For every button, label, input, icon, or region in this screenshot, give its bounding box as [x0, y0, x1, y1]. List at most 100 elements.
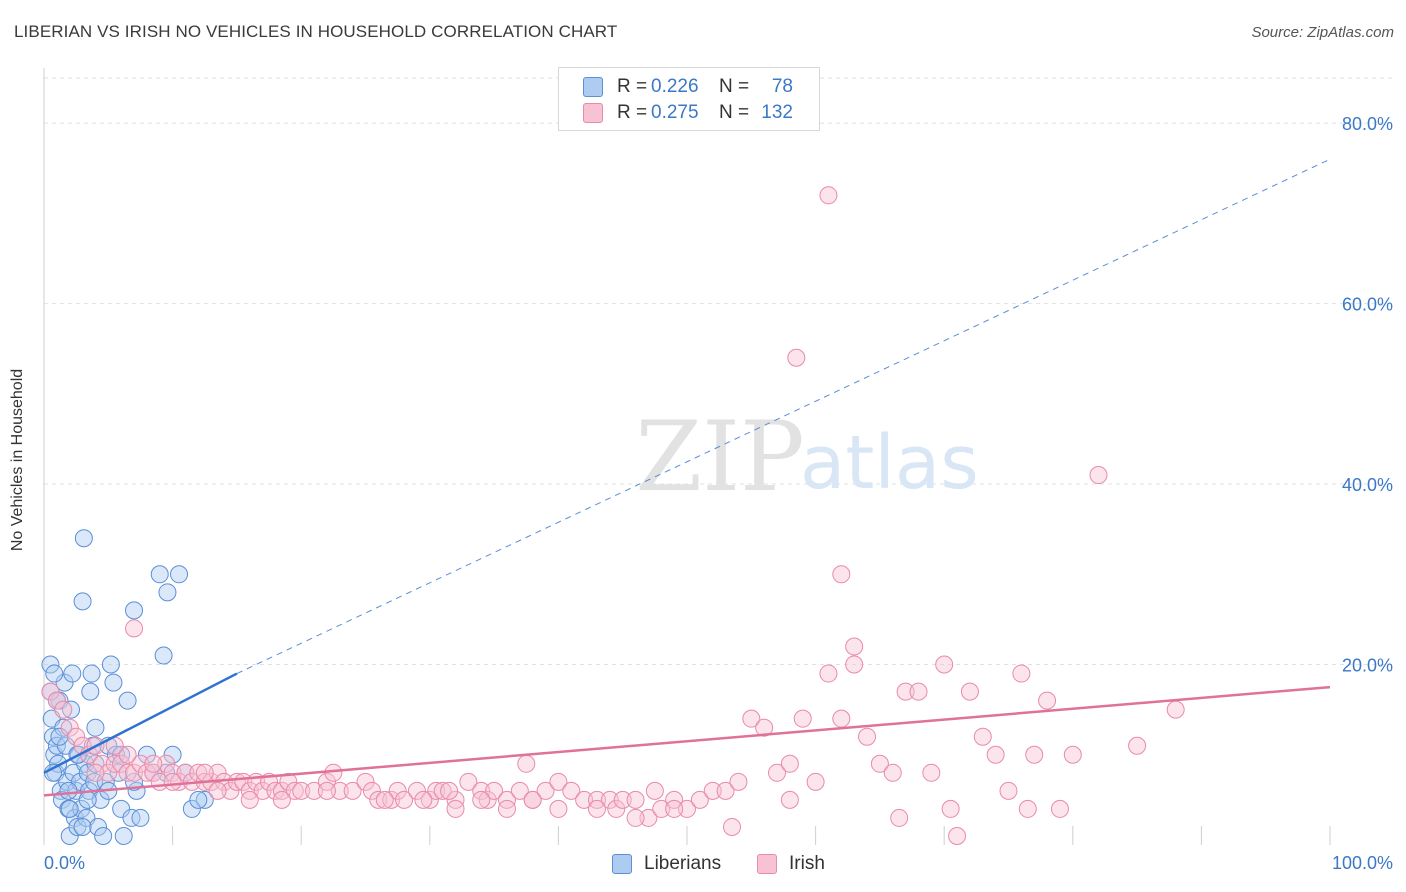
irish-point: [144, 763, 163, 782]
irish-point: [163, 763, 182, 782]
irish-point: [272, 781, 291, 800]
irish-point: [395, 790, 414, 809]
liberians-point: [122, 808, 141, 827]
irish-point: [67, 727, 86, 746]
irish-point: [626, 808, 645, 827]
liberians-point: [154, 646, 173, 665]
irish-point: [118, 763, 137, 782]
liberians-trend-line: [43, 672, 238, 774]
irish-point: [317, 772, 336, 791]
irish-point: [388, 781, 407, 800]
irish-point: [105, 754, 124, 773]
liberians-point: [41, 655, 60, 674]
legend-row-liberians: R = 0.226 N = 78: [583, 74, 793, 100]
irish-point: [305, 781, 324, 800]
irish-point: [832, 709, 851, 728]
liberians-point: [86, 754, 105, 773]
liberians-point: [94, 826, 113, 845]
liberians-point: [131, 808, 150, 827]
irish-point: [716, 781, 735, 800]
liberians-points: [41, 529, 214, 845]
liberians-point: [158, 583, 177, 602]
legend-r-value: 0.226: [651, 76, 699, 97]
irish-point: [266, 781, 285, 800]
irish-point: [1025, 745, 1044, 764]
irish-point: [125, 763, 144, 782]
irish-swatch: [583, 103, 603, 123]
irish-point: [472, 790, 491, 809]
irish-point: [375, 790, 394, 809]
irish-point: [742, 709, 761, 728]
irish-point: [549, 799, 568, 818]
irish-point: [131, 754, 150, 773]
legend-n-value: 132: [761, 102, 793, 123]
irish-point: [382, 790, 401, 809]
liberians-point: [63, 664, 82, 683]
irish-point: [343, 781, 362, 800]
irish-point: [285, 781, 304, 800]
irish-point: [1089, 466, 1108, 485]
irish-point: [768, 763, 787, 782]
irish-point: [279, 772, 298, 791]
irish-point: [144, 754, 163, 773]
irish-point: [157, 754, 176, 773]
irish-point: [999, 781, 1018, 800]
y-tick-label: 60.0%: [1342, 295, 1393, 315]
irish-point: [472, 781, 491, 800]
irish-point: [639, 808, 658, 827]
liberians-swatch: [612, 854, 632, 874]
liberians-label: Liberians: [644, 853, 722, 874]
irish-point: [986, 745, 1005, 764]
irish-point: [845, 655, 864, 674]
irish-point: [793, 709, 812, 728]
liberians-point: [78, 790, 97, 809]
irish-point: [510, 781, 529, 800]
irish-point: [1050, 799, 1069, 818]
liberians-point: [86, 718, 105, 737]
irish-point: [54, 700, 73, 719]
liberians-point: [60, 826, 79, 845]
liberians-point: [182, 799, 201, 818]
irish-point: [1063, 745, 1082, 764]
irish-point: [536, 781, 555, 800]
liberians-point: [157, 763, 176, 782]
irish-point: [935, 655, 954, 674]
irish-point: [973, 727, 992, 746]
irish-point: [240, 781, 259, 800]
irish-point: [806, 772, 825, 791]
irish-point: [60, 718, 79, 737]
irish-point: [112, 754, 131, 773]
liberians-point: [78, 763, 97, 782]
liberians-point: [68, 817, 87, 836]
irish-point: [92, 754, 111, 773]
irish-point: [497, 799, 516, 818]
liberians-point: [89, 817, 108, 836]
liberians-point: [82, 664, 101, 683]
irish-point: [626, 790, 645, 809]
irish-point: [890, 808, 909, 827]
irish-point: [960, 682, 979, 701]
liberians-point: [55, 673, 74, 692]
irish-point: [755, 718, 774, 737]
irish-point: [645, 781, 664, 800]
irish-point: [176, 763, 195, 782]
trend-lines: [43, 158, 1331, 797]
liberians-point: [150, 565, 169, 584]
irish-point: [948, 826, 967, 845]
liberians-point: [74, 529, 93, 548]
irish-point: [272, 790, 291, 809]
irish-point: [909, 682, 928, 701]
irish-point: [665, 799, 684, 818]
liberians-point: [73, 817, 92, 836]
irish-point: [478, 790, 497, 809]
liberians-point: [53, 790, 72, 809]
irish-point: [446, 790, 465, 809]
irish-point: [678, 799, 696, 818]
legend-n-label: N =: [719, 102, 750, 123]
y-tick-label: 80.0%: [1342, 114, 1393, 134]
liberians-point: [45, 664, 64, 683]
irish-label: Irish: [789, 853, 825, 874]
irish-point: [549, 772, 568, 791]
irish-point: [523, 790, 542, 809]
